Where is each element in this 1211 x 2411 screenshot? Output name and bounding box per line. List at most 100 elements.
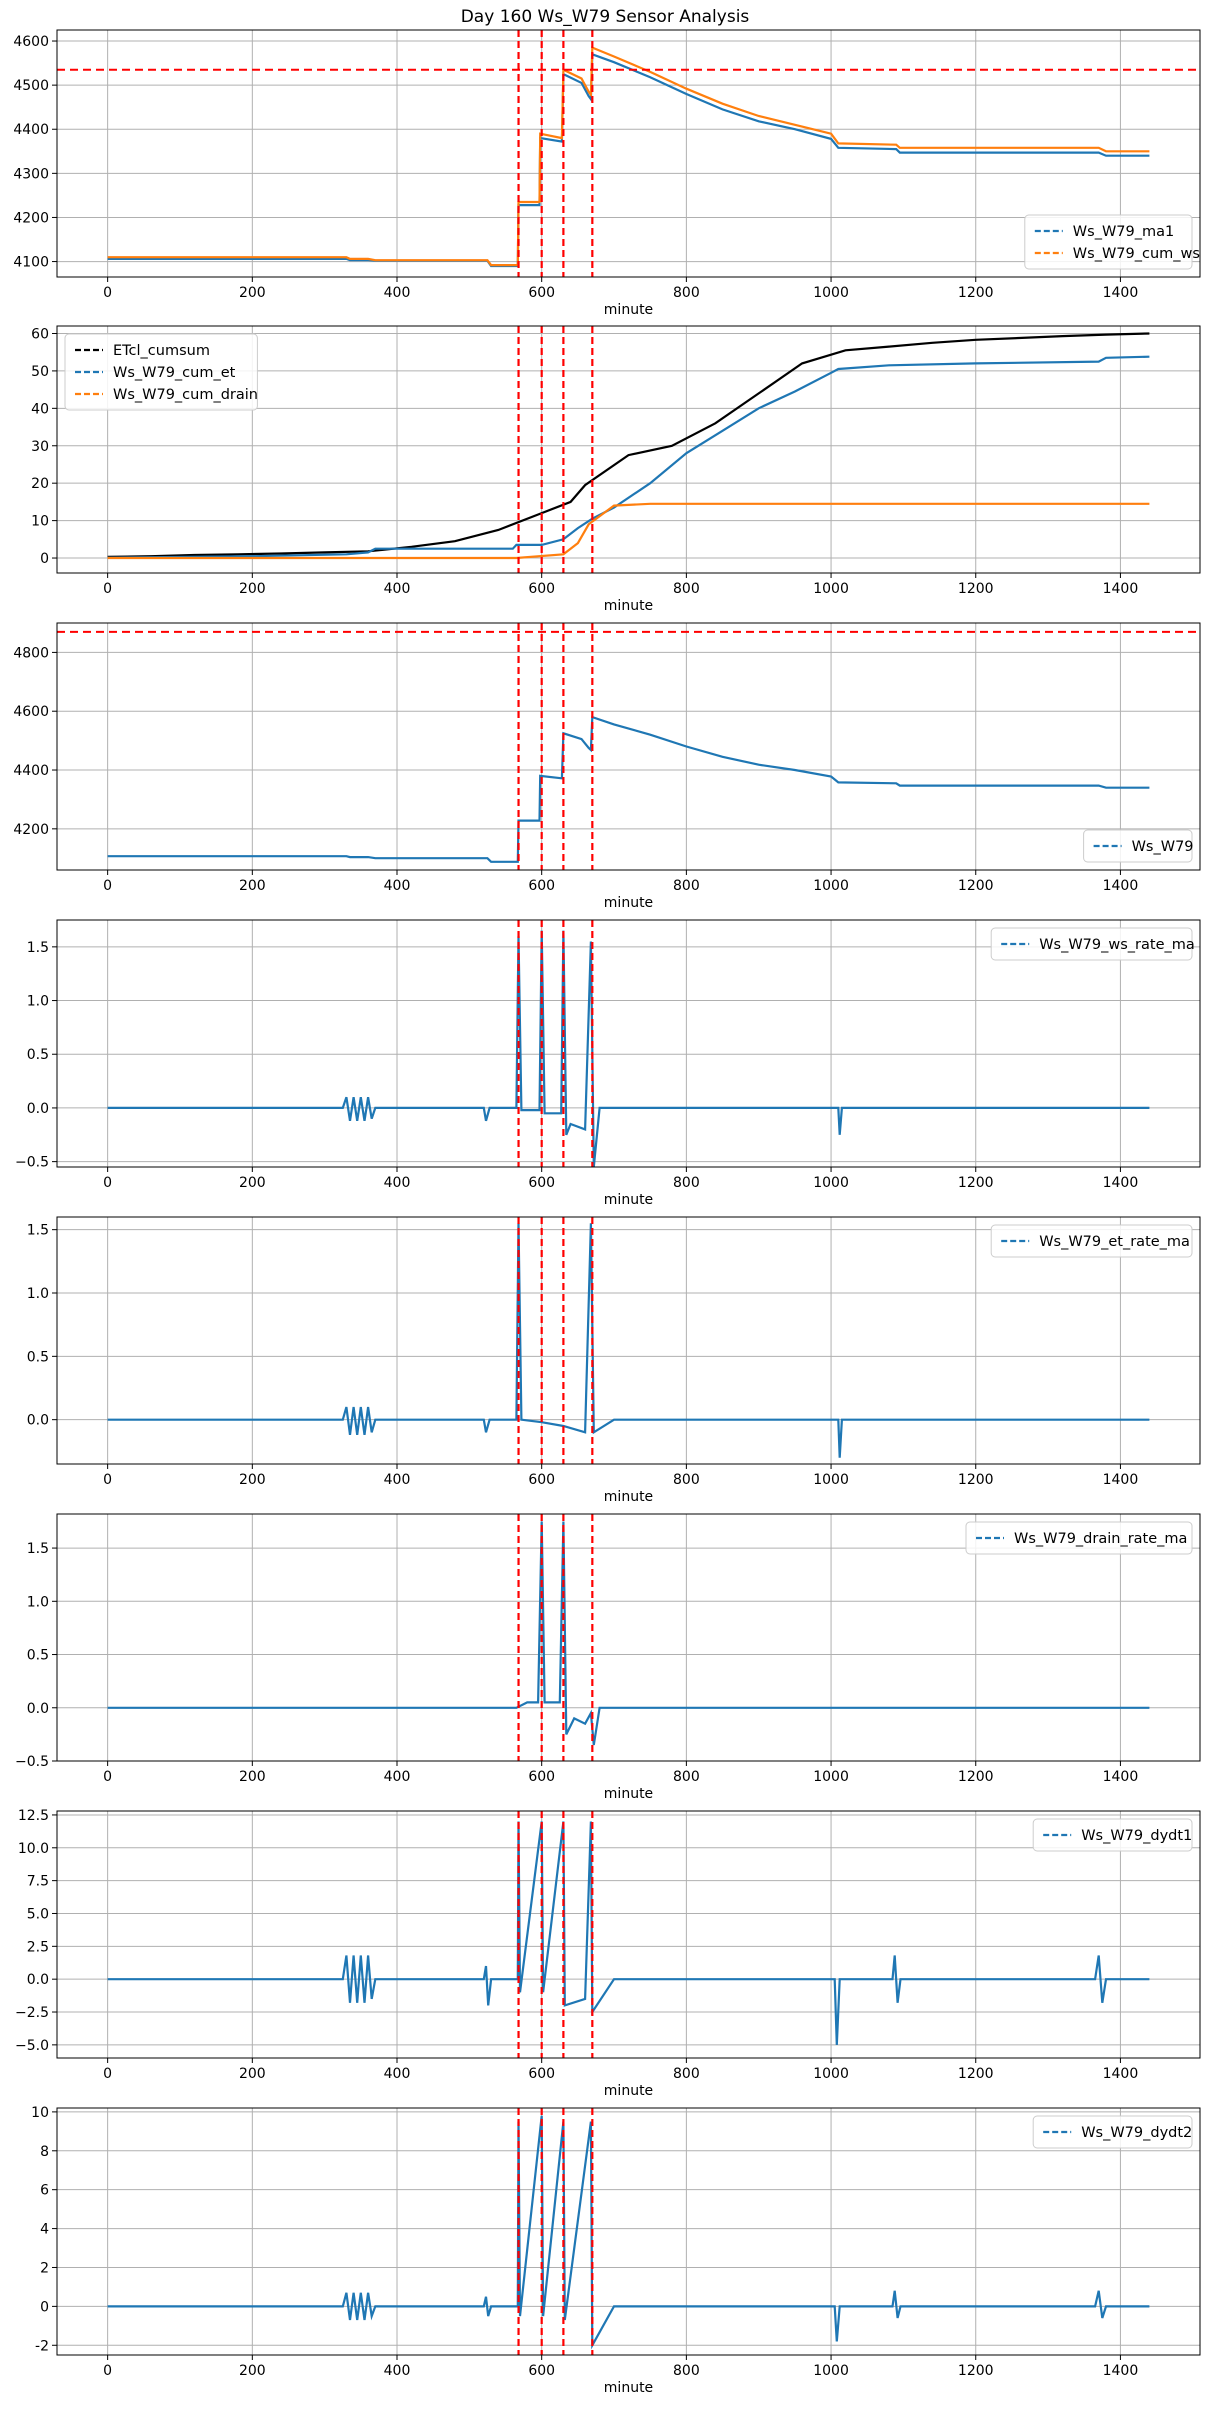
x-tick-label: 800 bbox=[673, 1472, 700, 1488]
y-tick-label: 1.0 bbox=[27, 994, 49, 1010]
series-line-Ws_W79_et_rate_ma bbox=[107, 1223, 1150, 1458]
legend: Ws_W79_dydt2 bbox=[1032, 2115, 1193, 2149]
y-tick-label: 4600 bbox=[13, 704, 49, 720]
legend-label: Ws_W79_et_rate_ma bbox=[1039, 1234, 1190, 1250]
x-tick-label: 400 bbox=[384, 581, 411, 597]
x-tick-label: 0 bbox=[103, 2363, 112, 2379]
series-line-Ws_W79_drain_rate_ma bbox=[107, 1521, 1150, 1746]
x-tick-label: 1400 bbox=[1103, 1175, 1139, 1191]
legend-box bbox=[990, 1224, 1193, 1258]
subplot-4: 0 200 400 600 800 1000 1200 1400 −0.5 0.0 0.5 1.0 1.… bbox=[15, 919, 1201, 1208]
y-tick-label: 0 bbox=[40, 2299, 49, 2315]
x-tick-label: 200 bbox=[239, 581, 266, 597]
legend: Ws_W79_dydt1 bbox=[1032, 1818, 1193, 1852]
y-tick-label: 4500 bbox=[13, 78, 49, 94]
x-tick-label: 0 bbox=[103, 285, 112, 301]
y-tick-label: 4800 bbox=[13, 645, 49, 661]
x-tick-label: 200 bbox=[239, 1472, 266, 1488]
axes-frame bbox=[56, 919, 1201, 1168]
x-tick-label: 200 bbox=[239, 285, 266, 301]
x-tick-label: 1400 bbox=[1103, 2066, 1139, 2082]
legend-box bbox=[1024, 214, 1193, 270]
x-tick-label: 800 bbox=[673, 2066, 700, 2082]
legend-label: Ws_W79_cum_drain bbox=[113, 387, 258, 403]
x-tick-label: 1200 bbox=[958, 285, 994, 301]
x-tick-label: 800 bbox=[673, 285, 700, 301]
legend-box bbox=[965, 1521, 1193, 1555]
x-tick-label: 1200 bbox=[958, 1472, 994, 1488]
x-tick-label: 600 bbox=[528, 2363, 555, 2379]
y-tick-label: 1.0 bbox=[27, 1286, 49, 1302]
subplot-7: 0 200 400 600 800 1000 1200 1400 −5.0 −2.5 0.0 2.5 5… bbox=[15, 1808, 1201, 2099]
y-tick-label: 10 bbox=[31, 514, 49, 530]
axes-frame bbox=[56, 2107, 1201, 2356]
x-tick-label: 600 bbox=[528, 581, 555, 597]
x-tick-label: 1200 bbox=[958, 1769, 994, 1785]
x-tick-label: 1400 bbox=[1103, 581, 1139, 597]
x-tick-label: 400 bbox=[384, 878, 411, 894]
x-tick-label: 200 bbox=[239, 1769, 266, 1785]
x-tick-label: 400 bbox=[384, 2066, 411, 2082]
y-tick-label: 0.5 bbox=[27, 1648, 49, 1664]
y-tick-label: 4400 bbox=[13, 763, 49, 779]
legend-box bbox=[1032, 2115, 1193, 2149]
subplot-8: 0 200 400 600 800 1000 1200 1400 -2 0 2 4 6 8 10 minute… bbox=[31, 2105, 1201, 2396]
plot-area bbox=[57, 30, 1200, 277]
y-tick-label: 6 bbox=[40, 2183, 49, 2199]
y-tick-label: 0.0 bbox=[27, 1701, 49, 1717]
legend-label: ETcl_cumsum bbox=[113, 343, 210, 359]
x-tick-label: 1000 bbox=[813, 1472, 849, 1488]
plot-area bbox=[107, 1217, 1150, 1464]
x-tick-label: 600 bbox=[528, 285, 555, 301]
y-tick-label: 0.0 bbox=[27, 1972, 49, 1988]
series-line-Ws_W79_dydt1 bbox=[107, 1821, 1150, 2045]
y-tick-label: 2 bbox=[40, 2260, 49, 2276]
x-axis-label: minute bbox=[604, 598, 653, 614]
x-tick-label: 600 bbox=[528, 878, 555, 894]
series-line-Ws_W79_cum_ws bbox=[107, 45, 1150, 267]
series-line-ETcl_cumsum bbox=[107, 332, 1150, 558]
y-tick-label: 4 bbox=[40, 2222, 49, 2238]
x-axis-label: minute bbox=[604, 2380, 653, 2396]
legend-label: Ws_W79_cum_ws bbox=[1073, 246, 1200, 262]
x-tick-label: 0 bbox=[103, 2066, 112, 2082]
y-tick-label: 60 bbox=[31, 326, 49, 342]
x-tick-label: 0 bbox=[103, 1175, 112, 1191]
y-tick-label: 40 bbox=[31, 401, 49, 417]
series-line-Ws_W79 bbox=[107, 715, 1150, 863]
y-tick-label: 30 bbox=[31, 439, 49, 455]
y-tick-label: -2 bbox=[35, 2338, 49, 2354]
subplot-stack: 0 200 400 600 800 1000 1200 1400410042004300440… bbox=[13, 29, 1201, 2396]
plot-area bbox=[107, 326, 1150, 573]
x-tick-label: 1000 bbox=[813, 878, 849, 894]
legend-label: Ws_W79_ma1 bbox=[1073, 224, 1174, 240]
y-tick-label: 7.5 bbox=[27, 1874, 49, 1890]
x-tick-label: 800 bbox=[673, 2363, 700, 2379]
y-tick-label: 2.5 bbox=[27, 1939, 49, 1955]
x-tick-label: 1000 bbox=[813, 1175, 849, 1191]
plot-area bbox=[107, 1811, 1150, 2058]
legend: ETcl_cumsum Ws_W79_cum_et Ws_W79_cum_drain bbox=[64, 333, 258, 411]
y-tick-label: 10 bbox=[31, 2105, 49, 2121]
x-tick-label: 0 bbox=[103, 581, 112, 597]
y-tick-label: 5.0 bbox=[27, 1906, 49, 1922]
axes-frame bbox=[56, 29, 1201, 278]
y-tick-label: 20 bbox=[31, 476, 49, 492]
x-tick-label: 400 bbox=[384, 1175, 411, 1191]
x-tick-label: 1000 bbox=[813, 581, 849, 597]
plot-area bbox=[107, 2108, 1150, 2355]
subplot-2: 0 200 400 600 800 1000 1200 1400 0 10 20 30 40 50 60 mi… bbox=[31, 325, 1201, 614]
y-tick-label: 1.5 bbox=[27, 1541, 49, 1557]
y-tick-label: 12.5 bbox=[18, 1808, 49, 1824]
x-tick-label: 400 bbox=[384, 1472, 411, 1488]
x-tick-label: 200 bbox=[239, 878, 266, 894]
legend: Ws_W79_et_rate_ma bbox=[990, 1224, 1193, 1258]
axes-frame bbox=[56, 1216, 1201, 1465]
legend-label: Ws_W79_dydt1 bbox=[1081, 1828, 1192, 1844]
y-tick-label: 1.5 bbox=[27, 940, 49, 956]
legend-label: Ws_W79_cum_et bbox=[113, 365, 236, 381]
plot-area bbox=[107, 920, 1150, 1167]
y-tick-label: −0.5 bbox=[15, 1155, 49, 1171]
y-tick-label: 0 bbox=[40, 551, 49, 567]
x-tick-label: 200 bbox=[239, 2363, 266, 2379]
